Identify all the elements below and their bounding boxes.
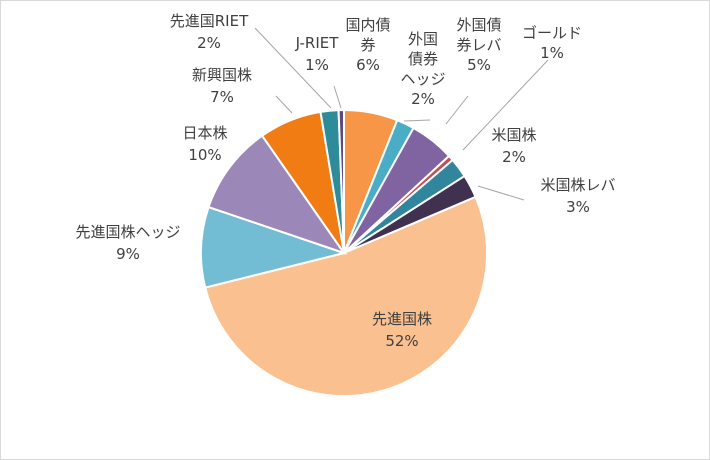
leader-line-10 xyxy=(254,27,332,109)
slice-percent: 6% xyxy=(356,56,380,74)
slice-name: ヘッジ xyxy=(400,70,445,88)
leader-line-5 xyxy=(477,185,525,201)
slice-percent: 1% xyxy=(540,44,564,62)
slice-name: 先進国RIET xyxy=(170,12,249,30)
slice-percent: 3% xyxy=(566,198,590,216)
leader-line-9 xyxy=(275,95,293,114)
slice-percent: 10% xyxy=(188,146,221,164)
slice-name: 米国株レバ xyxy=(540,176,615,194)
slice-percent: 52% xyxy=(385,332,418,350)
slice-percent: 5% xyxy=(467,56,491,74)
leader-line-1 xyxy=(403,119,431,122)
slice-label-11: J-RIET 1% xyxy=(295,34,340,74)
slice-name: 米国株 xyxy=(491,126,536,144)
slice-label-2: 外国債券レバ 5% xyxy=(456,16,501,74)
pie-slice-6 xyxy=(204,195,489,398)
slice-name: 先進国株 xyxy=(372,310,432,328)
pie-slice-11 xyxy=(337,108,345,254)
slice-label-3: ゴールド 1% xyxy=(522,24,582,62)
slice-label-0: 国内債券 6% xyxy=(345,16,390,74)
slice-name: 外国債 xyxy=(456,16,501,34)
slice-name: 新興国株 xyxy=(192,66,252,84)
slice-name: 外国 xyxy=(408,30,438,48)
slice-percent: 9% xyxy=(116,245,140,263)
leader-line-2 xyxy=(445,95,469,125)
slice-name: 券 xyxy=(360,36,375,54)
pie-slice-7 xyxy=(200,205,348,289)
slice-name: 国内債 xyxy=(345,16,390,34)
slice-label-8: 日本株 10% xyxy=(182,124,227,164)
slice-label-5: 米国株レバ 3% xyxy=(540,176,615,216)
slice-percent: 2% xyxy=(411,90,435,108)
slice-name: 先進国株ヘッジ xyxy=(75,223,180,241)
slice-name: J-RIET xyxy=(295,34,340,52)
slice-name: 券レバ xyxy=(456,36,501,54)
slice-percent: 1% xyxy=(305,56,329,74)
slice-label-6: 先進国株 52% xyxy=(372,310,432,350)
slice-label-7: 先進国株ヘッジ 9% xyxy=(75,223,180,263)
slice-percent: 2% xyxy=(197,34,221,52)
slice-percent: 7% xyxy=(210,88,234,106)
slice-name: 日本株 xyxy=(182,124,227,142)
slice-percent: 2% xyxy=(502,148,526,166)
slice-label-9: 新興国株 7% xyxy=(192,66,252,106)
slice-label-1: 外国債券ヘッジ 2% xyxy=(400,30,445,108)
slice-name: ゴールド xyxy=(522,24,582,42)
slice-name: 債券 xyxy=(408,50,438,68)
leader-line-3 xyxy=(462,59,549,151)
pie-slice-8 xyxy=(207,134,347,255)
leader-line-11 xyxy=(333,85,342,109)
slice-label-10: 先進国RIET 2% xyxy=(170,12,249,52)
slice-label-4: 米国株 2% xyxy=(491,126,536,166)
